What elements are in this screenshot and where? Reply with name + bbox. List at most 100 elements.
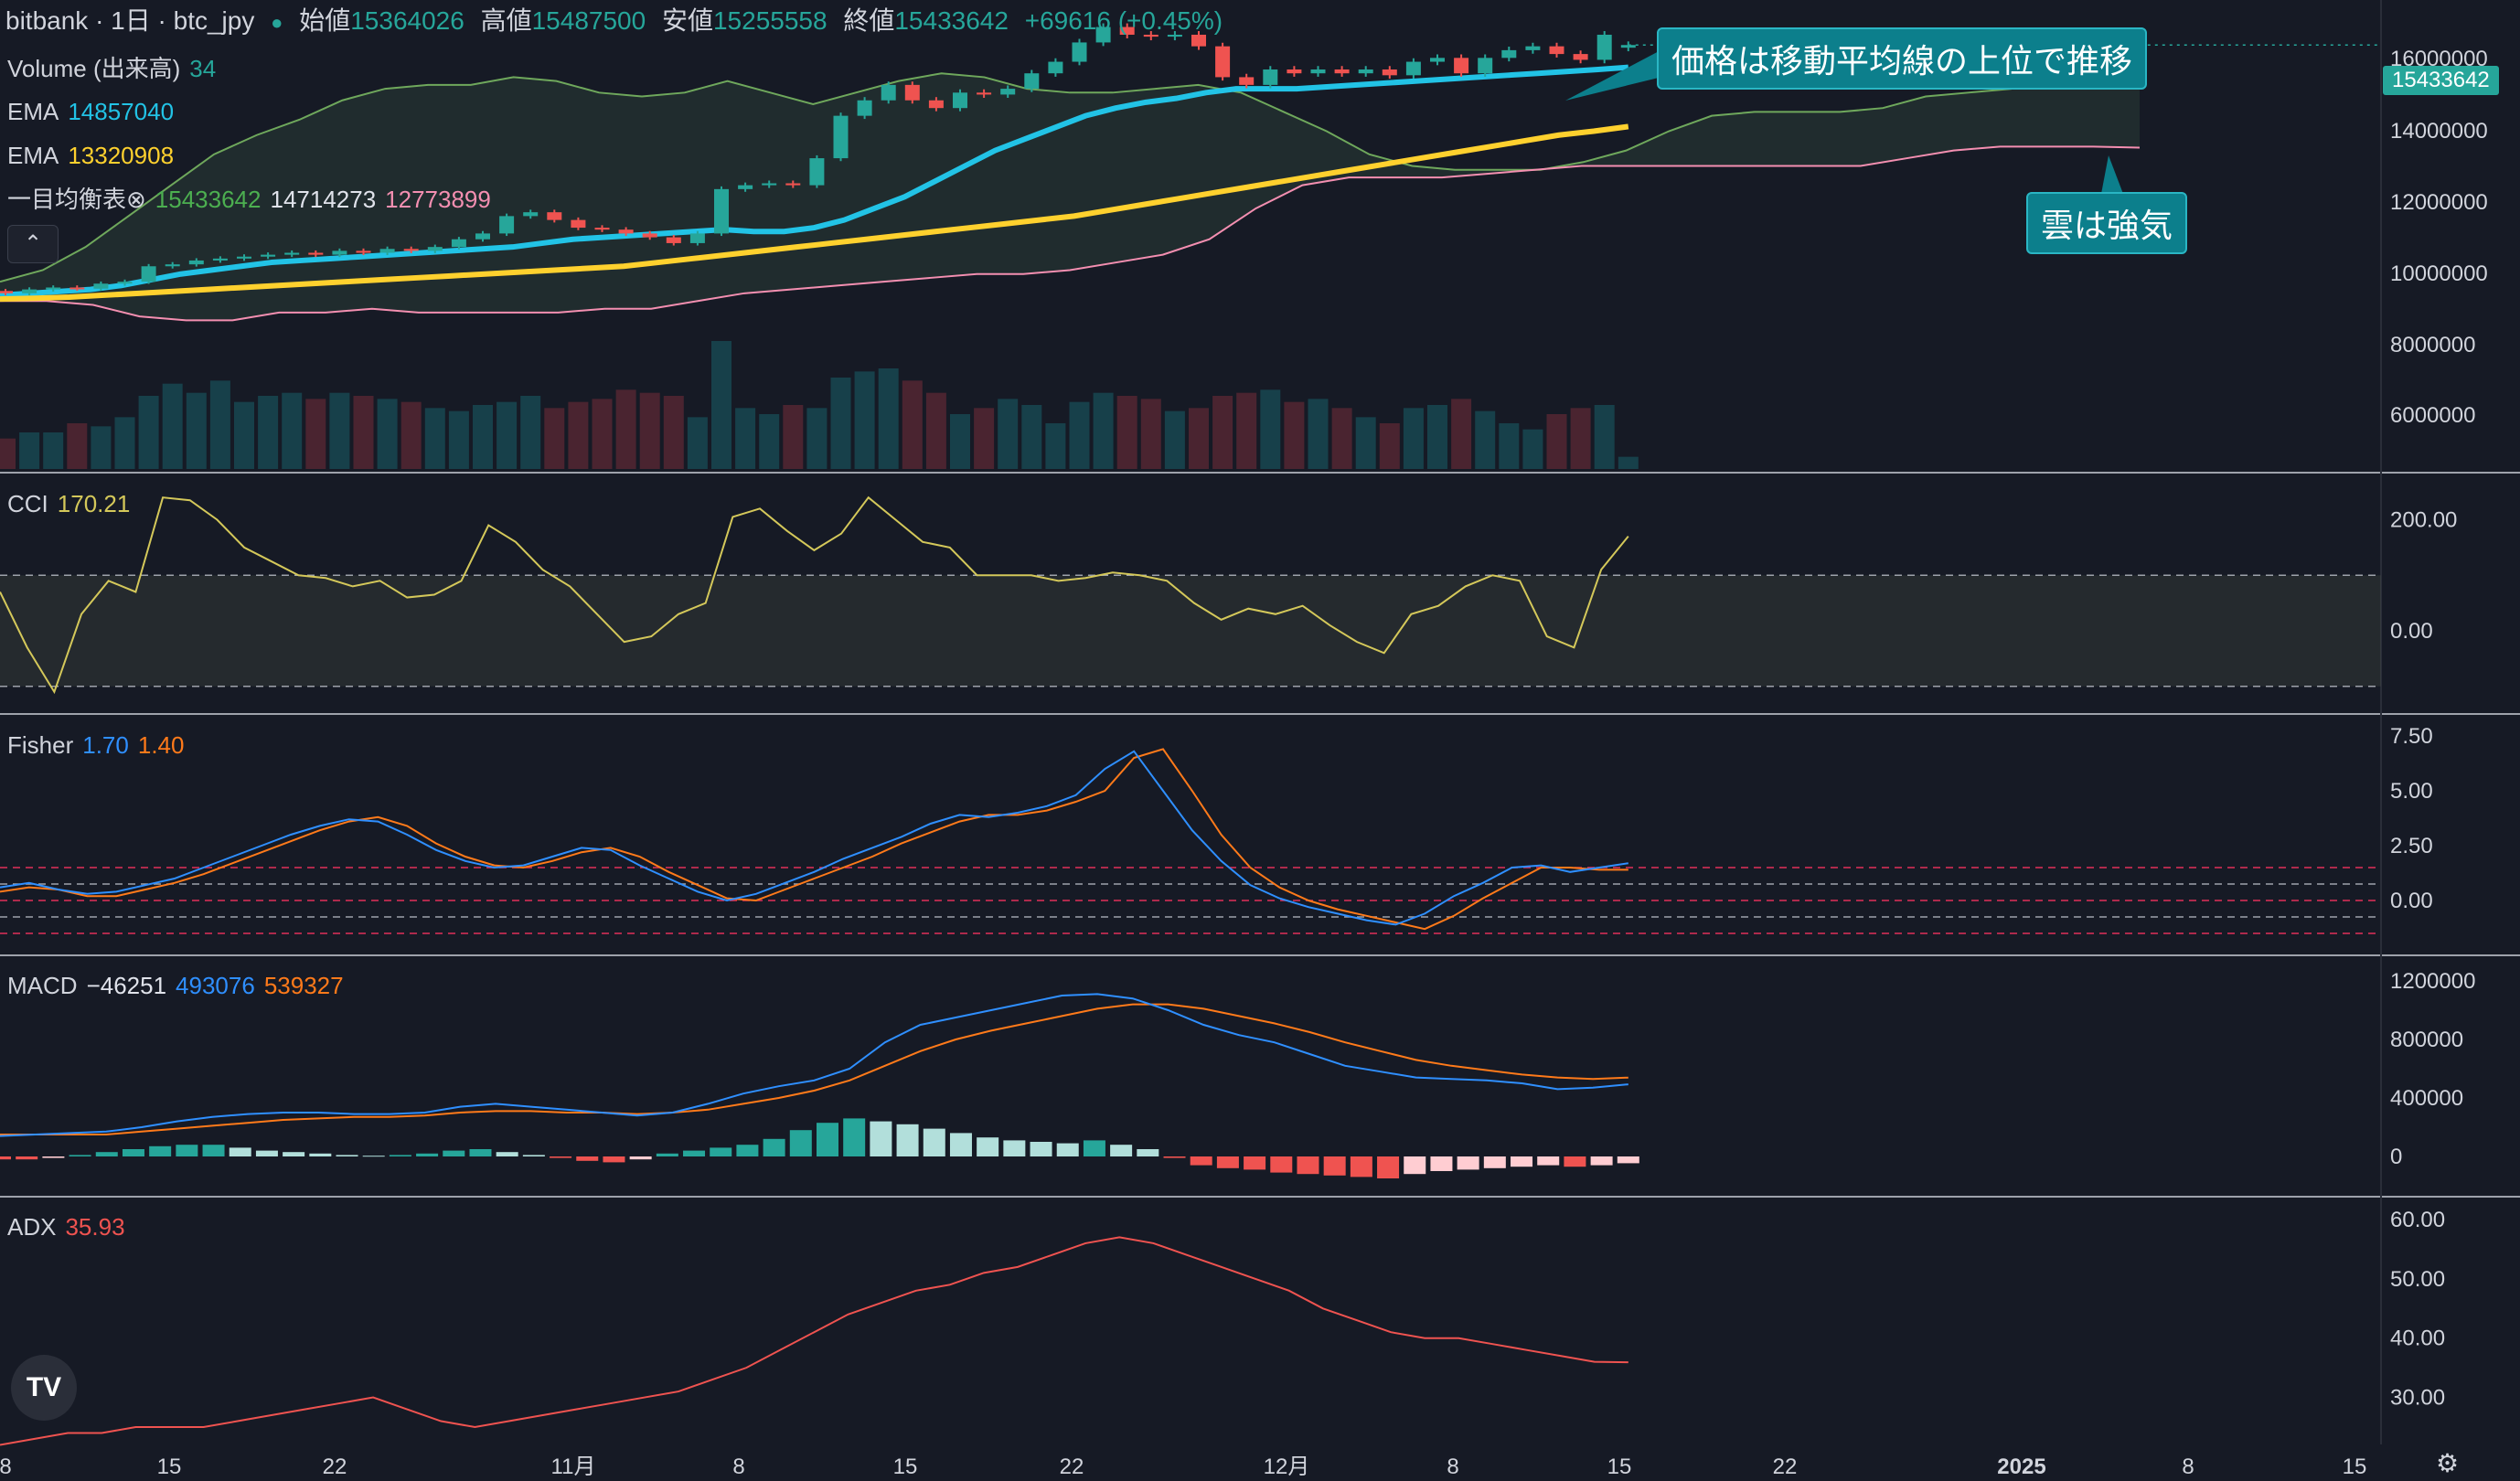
volume-bar [1069, 401, 1090, 469]
volume-bar [19, 432, 40, 469]
volume-bar [1045, 423, 1066, 469]
candle-body [1382, 69, 1397, 76]
volume-legend[interactable]: Volume (出来高) 34 [7, 55, 225, 82]
ichimoku-legend[interactable]: 一目均衡表⊗ 15433642 14714273 12773899 [7, 186, 500, 213]
candle-body [1620, 45, 1636, 48]
candle-body [977, 92, 992, 95]
volume-bar [1475, 410, 1496, 469]
macd-histogram-bar [1377, 1156, 1400, 1178]
volume-bar [1021, 405, 1042, 469]
ema-fast-legend[interactable]: EMA 14857040 [7, 98, 183, 125]
candle-body [857, 100, 872, 116]
cci-axis-tick-label: 0.00 [2390, 619, 2433, 644]
volume-bar [1116, 396, 1137, 469]
tradingview-logo[interactable]: TV [11, 1355, 77, 1421]
candle-body [141, 266, 156, 282]
candle-body [1095, 27, 1111, 43]
candle-body [953, 92, 967, 109]
candle-body [451, 239, 466, 248]
ichimoku-legend-v2: 14714273 [270, 186, 377, 213]
macd-axis-tick-label: 400000 [2390, 1086, 2463, 1111]
candle-body [714, 188, 729, 234]
gear-icon[interactable]: ⚙ [2436, 1449, 2460, 1477]
macd-histogram-bar [309, 1153, 332, 1156]
ichimoku-legend-v1: 15433642 [155, 186, 262, 213]
macd-legend[interactable]: MACD −46251 493076 539327 [7, 972, 353, 999]
macd-histogram-bar [1083, 1140, 1105, 1156]
candle-body [22, 289, 37, 293]
candle-body [523, 212, 539, 217]
volume-bar [424, 408, 445, 469]
candle-body [93, 283, 109, 289]
ema-slow-legend[interactable]: EMA 13320908 [7, 142, 183, 169]
collapse-legend-button[interactable]: ⌃ [7, 225, 59, 263]
volume-bar [520, 396, 541, 469]
volume-bar [1570, 408, 1591, 469]
macd-histogram-bar [1590, 1156, 1613, 1166]
macd-legend-v3: 539327 [263, 972, 344, 999]
macd-histogram-bar [1030, 1142, 1052, 1156]
volume-bar [353, 396, 374, 469]
candle-body [1454, 58, 1469, 74]
candle-body [1215, 46, 1231, 78]
macd-histogram-bar [416, 1153, 439, 1156]
x-axis-tick-label: 22 [1773, 1454, 1798, 1479]
candle-body [547, 212, 562, 220]
macd-histogram-bar [949, 1133, 972, 1156]
volume-bar [592, 399, 613, 469]
macd-histogram-bar [469, 1149, 492, 1156]
candle-body [666, 237, 681, 243]
candle-body [403, 249, 419, 251]
volume-bar [902, 380, 923, 469]
close-value: 15433642 [894, 6, 1009, 35]
candle-body [1024, 73, 1040, 90]
fisher-legend-label: Fisher [7, 731, 74, 759]
x-axis-tick-label: 12月 [1264, 1454, 1310, 1479]
price-axis-tick-label: 14000000 [2390, 119, 2488, 144]
candle-body [261, 254, 276, 257]
cci-legend[interactable]: CCI 170.21 [7, 490, 139, 517]
volume-bar [878, 368, 899, 469]
candle-body [0, 291, 13, 293]
x-axis-tick-label: 15 [157, 1454, 182, 1479]
volume-bar [735, 408, 756, 469]
volume-bar [1427, 405, 1447, 469]
candle-body [928, 100, 944, 109]
volume-bar [998, 399, 1019, 469]
macd-histogram-bar [710, 1147, 732, 1156]
candle-body [1478, 58, 1493, 74]
x-axis-tick-label: 15 [1607, 1454, 1632, 1479]
fisher-legend[interactable]: Fisher 1.70 1.40 [7, 731, 193, 759]
volume-bar [377, 399, 398, 469]
macd-histogram-bar [977, 1137, 999, 1156]
macd-signal-line [0, 1003, 1628, 1135]
macd-legend-label: MACD [7, 972, 78, 999]
macd-histogram-bar [1511, 1156, 1533, 1167]
price-axis-tick-label: 8000000 [2390, 333, 2475, 357]
symbol-title[interactable]: bitbank · 1日 · btc_jpy [5, 6, 255, 35]
macd-histogram-bar [202, 1145, 225, 1156]
macd-axis-tick-label: 0 [2390, 1145, 2402, 1169]
fisher-axis-tick-label: 2.50 [2390, 834, 2433, 858]
candle-body [881, 84, 896, 101]
ema-fast-line [0, 64, 1629, 298]
volume-bar [1189, 408, 1209, 469]
candle-body [1239, 77, 1255, 85]
macd-histogram-bar [1244, 1156, 1266, 1170]
candle-body [475, 233, 490, 240]
volume-bar [1522, 429, 1543, 469]
candle-body [1573, 54, 1588, 60]
volume-bar [258, 396, 279, 469]
macd-histogram-bar [229, 1147, 251, 1156]
volume-bar [1260, 389, 1281, 469]
adx-legend[interactable]: ADX 35.93 [7, 1213, 134, 1241]
macd-histogram-bar [69, 1155, 91, 1156]
macd-histogram-bar [763, 1138, 785, 1156]
macd-line [0, 993, 1628, 1137]
volume-bar [711, 341, 731, 469]
volume-bar [1164, 410, 1185, 469]
candle-body [117, 282, 133, 284]
candle-body [1287, 69, 1302, 74]
macd-legend-v2: 493076 [176, 972, 255, 999]
candle-body [427, 247, 443, 251]
